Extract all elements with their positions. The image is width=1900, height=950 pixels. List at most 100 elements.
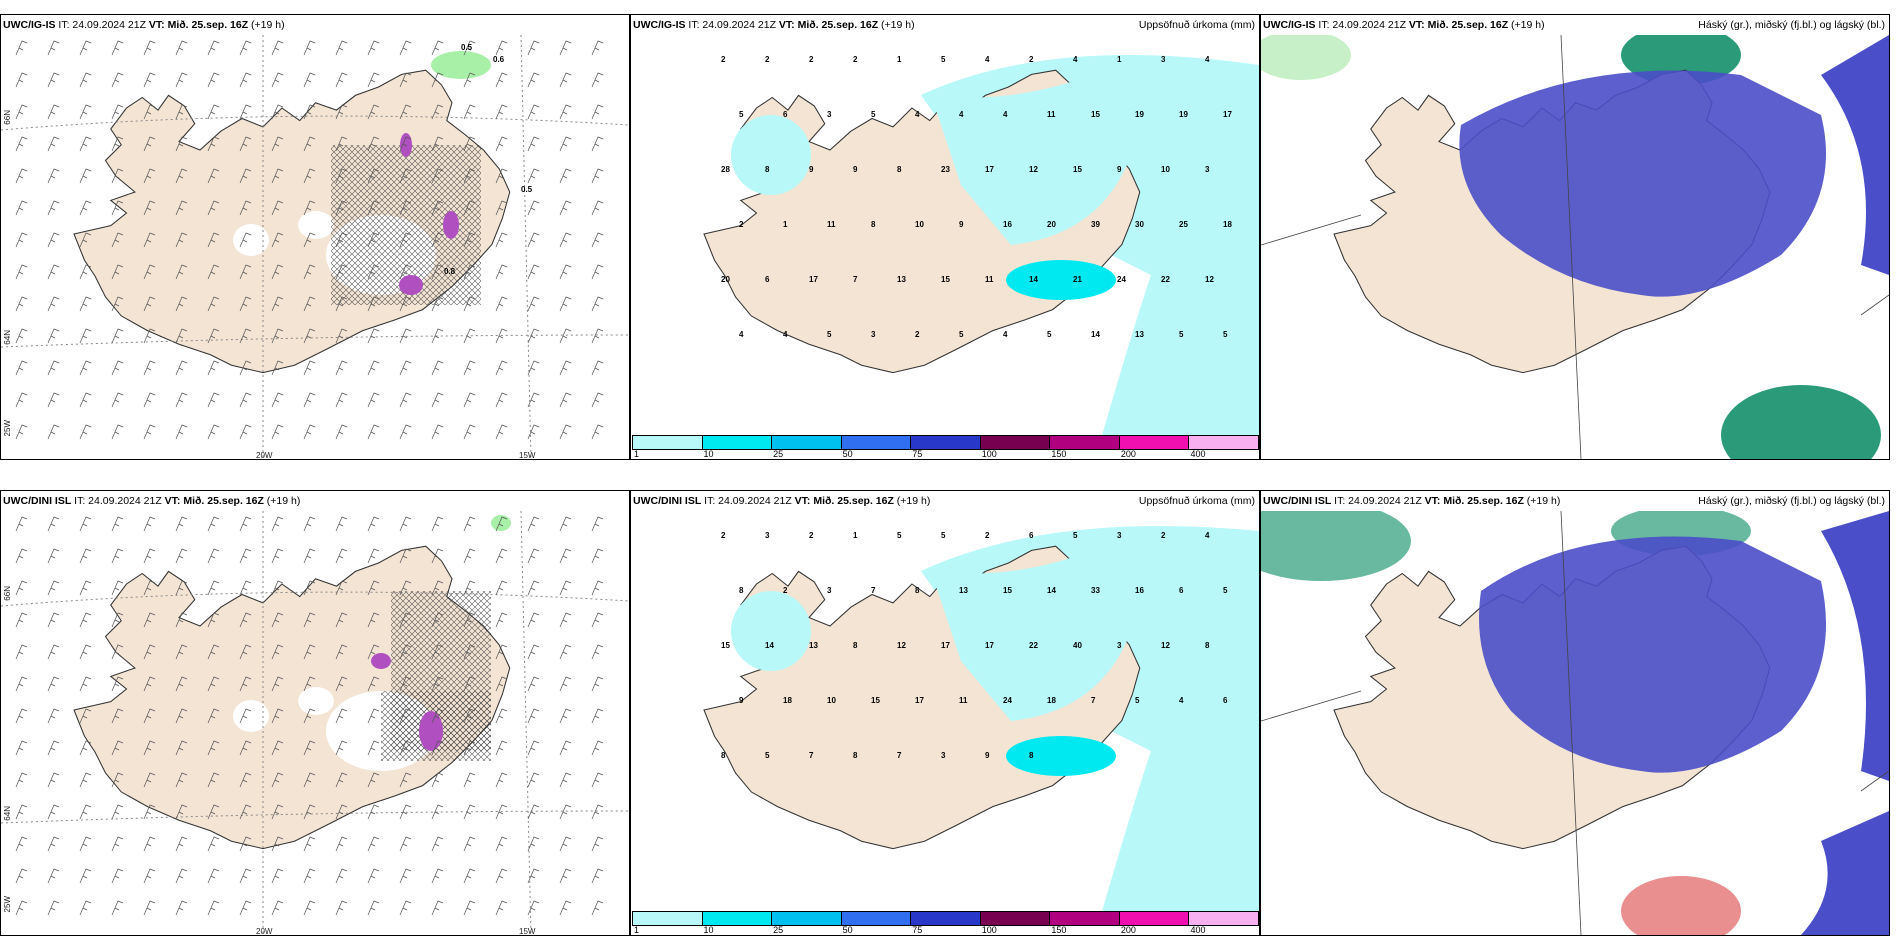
precip-value: 5 xyxy=(1047,330,1052,339)
wind-barb xyxy=(175,424,188,440)
wind-barb xyxy=(303,232,316,248)
precip-value: 30 xyxy=(1135,220,1144,229)
colorbar-swatch xyxy=(840,435,912,450)
wind-barb xyxy=(47,360,60,376)
wind-barb xyxy=(367,708,380,724)
precip-value: 3 xyxy=(1117,641,1122,650)
wind-barb xyxy=(47,168,60,184)
precip-value: 9 xyxy=(809,165,814,174)
wind-barb xyxy=(303,168,316,184)
colorbar-swatch xyxy=(979,911,1051,926)
contour-label: 0.5 xyxy=(461,43,473,52)
precip-value: 8 xyxy=(871,220,876,229)
wind-barb xyxy=(239,516,252,532)
wind-barb xyxy=(271,868,284,884)
wind-barb xyxy=(303,740,316,756)
wind-barb xyxy=(47,424,60,440)
precip-value: 12 xyxy=(1205,275,1214,284)
wind-barb xyxy=(495,516,508,532)
wind-barb xyxy=(559,136,572,152)
precip-value: 2 xyxy=(721,531,726,540)
wind-barb xyxy=(527,772,540,788)
wind-barb xyxy=(463,516,476,532)
precip-value: 11 xyxy=(985,275,994,284)
wind-barb xyxy=(527,516,540,532)
wind-barb xyxy=(463,104,476,120)
precip-value: 5 xyxy=(941,55,946,64)
wind-barb xyxy=(527,644,540,660)
wind-barb xyxy=(303,72,316,88)
wind-barb xyxy=(15,360,28,376)
wind-barb xyxy=(303,264,316,280)
wind-barb xyxy=(495,868,508,884)
wind-barb xyxy=(47,264,60,280)
wind-barb xyxy=(239,168,252,184)
precip-value: 21 xyxy=(1073,275,1082,284)
precip-value: 33 xyxy=(1091,586,1100,595)
wind-barb xyxy=(591,580,604,596)
wind-barb xyxy=(367,168,380,184)
panel-title: Háský (gr.), miðský (fj.bl.) og lágský (… xyxy=(1698,19,1885,31)
wind-barb xyxy=(79,136,92,152)
wind-barb xyxy=(239,804,252,820)
wind-barb xyxy=(47,296,60,312)
panel-title: Uppsöfnuð úrkoma (mm) xyxy=(1138,495,1255,507)
wind-barb xyxy=(335,424,348,440)
wind-barb xyxy=(79,580,92,596)
lead-time: (+19 h) xyxy=(1511,19,1545,31)
wind-barb xyxy=(175,168,188,184)
precip-value: 15 xyxy=(1073,165,1082,174)
wind-barb xyxy=(175,40,188,56)
wind-barb xyxy=(207,548,220,564)
precip-value: 8 xyxy=(1205,641,1210,650)
wind-barb xyxy=(527,740,540,756)
precip-value: 19 xyxy=(1135,110,1144,119)
wind-barb xyxy=(239,200,252,216)
wind-barb xyxy=(527,40,540,56)
wind-barb xyxy=(271,900,284,916)
wind-barb xyxy=(15,392,28,408)
colorbar-swatch xyxy=(840,911,912,926)
wind-barb xyxy=(303,836,316,852)
wind-barb xyxy=(431,328,444,344)
wind-barb xyxy=(271,72,284,88)
wind-barb xyxy=(431,804,444,820)
lead-time: (+19 h) xyxy=(881,19,915,31)
wind-barb xyxy=(15,836,28,852)
colorbar-tick: 100 xyxy=(981,449,997,459)
wind-barb xyxy=(111,72,124,88)
wind-barb xyxy=(143,296,156,312)
wind-barb xyxy=(591,900,604,916)
wind-barb xyxy=(239,424,252,440)
wind-barb xyxy=(111,168,124,184)
wind-barb xyxy=(111,424,124,440)
wind-barb xyxy=(239,580,252,596)
wind-barb xyxy=(495,424,508,440)
wind-barb xyxy=(527,360,540,376)
precip-value: 4 xyxy=(1205,55,1210,64)
precip-value: 3 xyxy=(1161,55,1166,64)
lon-label: 15W xyxy=(519,451,536,460)
wind-barb xyxy=(47,104,60,120)
wind-barb xyxy=(111,264,124,280)
wind-barb xyxy=(111,676,124,692)
wind-barb xyxy=(335,868,348,884)
wind-barb xyxy=(399,264,412,280)
precip-value: 14 xyxy=(765,641,774,650)
precip-value: 13 xyxy=(809,641,818,650)
wind-barb xyxy=(335,168,348,184)
wind-barb xyxy=(527,296,540,312)
wind-barb xyxy=(207,72,220,88)
wind-barb xyxy=(207,40,220,56)
wind-barb xyxy=(175,360,188,376)
precip-value: 8 xyxy=(721,751,726,760)
precip-value: 24 xyxy=(1117,275,1126,284)
wind-barb xyxy=(335,104,348,120)
wind-barb xyxy=(239,136,252,152)
wind-barb xyxy=(79,548,92,564)
wind-barb xyxy=(559,168,572,184)
wind-barb xyxy=(559,676,572,692)
colorbar: 1 10 25 50 75 100 150 200 400 xyxy=(632,433,1259,459)
wind-barb xyxy=(367,676,380,692)
precip-value: 1 xyxy=(1117,55,1122,64)
